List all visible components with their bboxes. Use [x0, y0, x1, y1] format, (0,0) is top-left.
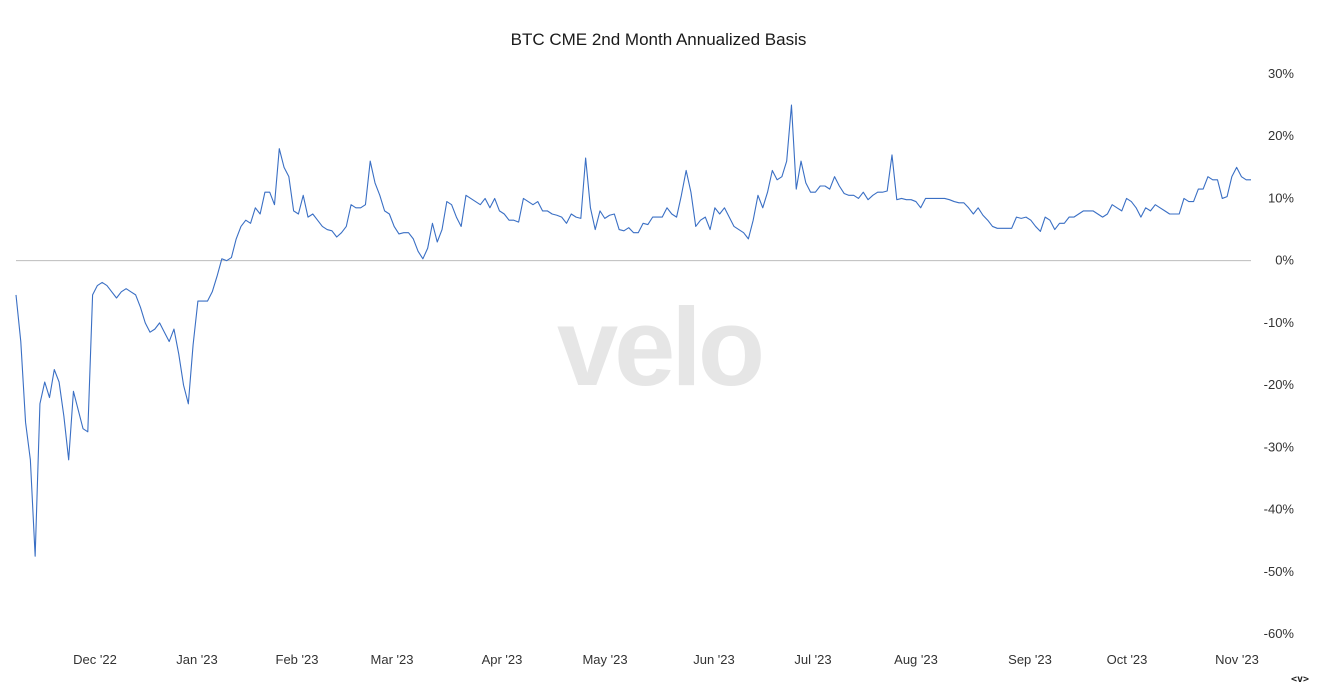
velo-brand-mark[interactable]: <v> — [1290, 674, 1309, 685]
x-tick-label: Jul '23 — [794, 652, 831, 667]
y-tick-label: -20% — [1264, 377, 1295, 392]
x-tick-label: Oct '23 — [1107, 652, 1148, 667]
x-tick-label: Jan '23 — [176, 652, 218, 667]
y-tick-label: 30% — [1268, 66, 1294, 81]
y-tick-label: 0% — [1275, 253, 1294, 268]
x-tick-label: Dec '22 — [73, 652, 117, 667]
y-tick-label: 20% — [1268, 128, 1294, 143]
y-tick-label: 10% — [1268, 190, 1294, 205]
series-line-annualized-basis[interactable] — [15, 104, 1251, 557]
y-tick-label: -30% — [1264, 439, 1295, 454]
y-tick-label: -40% — [1264, 502, 1295, 517]
x-tick-label: Feb '23 — [276, 652, 319, 667]
y-tick-label: -50% — [1264, 564, 1295, 579]
x-tick-label: Nov '23 — [1215, 652, 1259, 667]
x-tick-label: May '23 — [582, 652, 627, 667]
y-tick-label: -10% — [1264, 315, 1295, 330]
x-tick-label: Sep '23 — [1008, 652, 1052, 667]
y-tick-label: -60% — [1264, 626, 1295, 641]
chart-title: BTC CME 2nd Month Annualized Basis — [510, 30, 807, 49]
x-tick-label: Jun '23 — [693, 652, 735, 667]
velo-watermark: velo — [557, 286, 761, 409]
x-tick-label: Apr '23 — [482, 652, 523, 667]
x-tick-label: Mar '23 — [371, 652, 414, 667]
x-tick-label: Aug '23 — [894, 652, 938, 667]
